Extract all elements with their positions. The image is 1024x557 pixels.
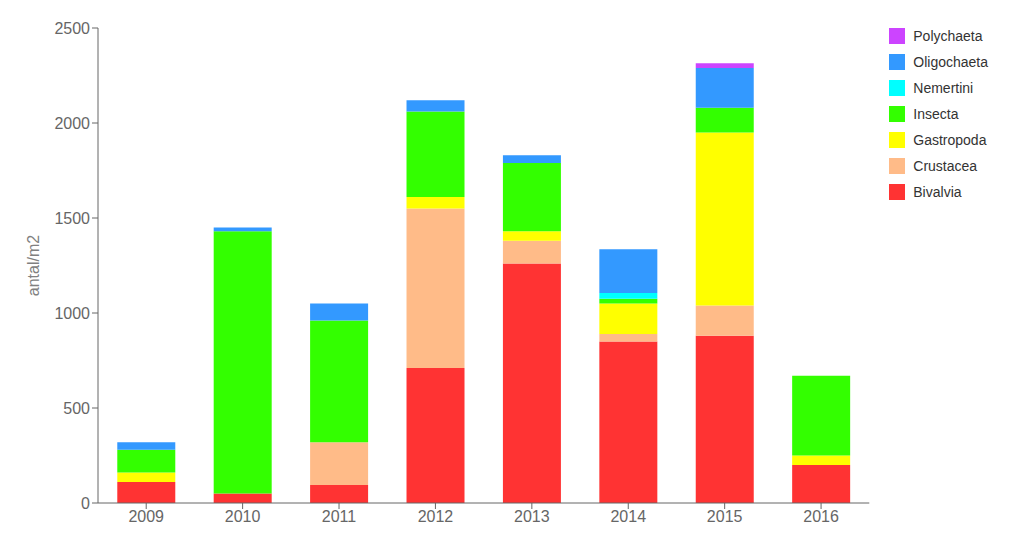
- svg-text:antal/m2: antal/m2: [25, 235, 42, 296]
- html-text:Oligochaeta: Oligochaeta: [913, 54, 988, 70]
- html-text:Bivalvia: Bivalvia: [913, 184, 962, 200]
- html-text:Insecta: Insecta: [913, 106, 959, 122]
- svg-text:2014: 2014: [610, 508, 646, 525]
- html-text:Crustacea: Crustacea: [913, 158, 978, 174]
- html-text:Nemertini: Nemertini: [913, 80, 974, 96]
- html-text:Polychaeta: Polychaeta: [913, 28, 983, 44]
- svg-text:0: 0: [81, 495, 90, 512]
- svg-text:1500: 1500: [54, 210, 90, 227]
- svg-text:2016: 2016: [803, 508, 839, 525]
- svg-text:1000: 1000: [54, 305, 90, 322]
- svg-text:2000: 2000: [54, 115, 90, 132]
- html-text:Gastropoda: Gastropoda: [913, 132, 987, 148]
- svg-text:2015: 2015: [707, 508, 743, 525]
- svg-text:2013: 2013: [514, 508, 550, 525]
- svg-text:2010: 2010: [225, 508, 261, 525]
- svg-text:2012: 2012: [418, 508, 454, 525]
- svg-text:2009: 2009: [128, 508, 164, 525]
- svg-text:500: 500: [63, 400, 90, 417]
- svg-text:2500: 2500: [54, 20, 90, 37]
- svg-text:2011: 2011: [322, 508, 357, 525]
